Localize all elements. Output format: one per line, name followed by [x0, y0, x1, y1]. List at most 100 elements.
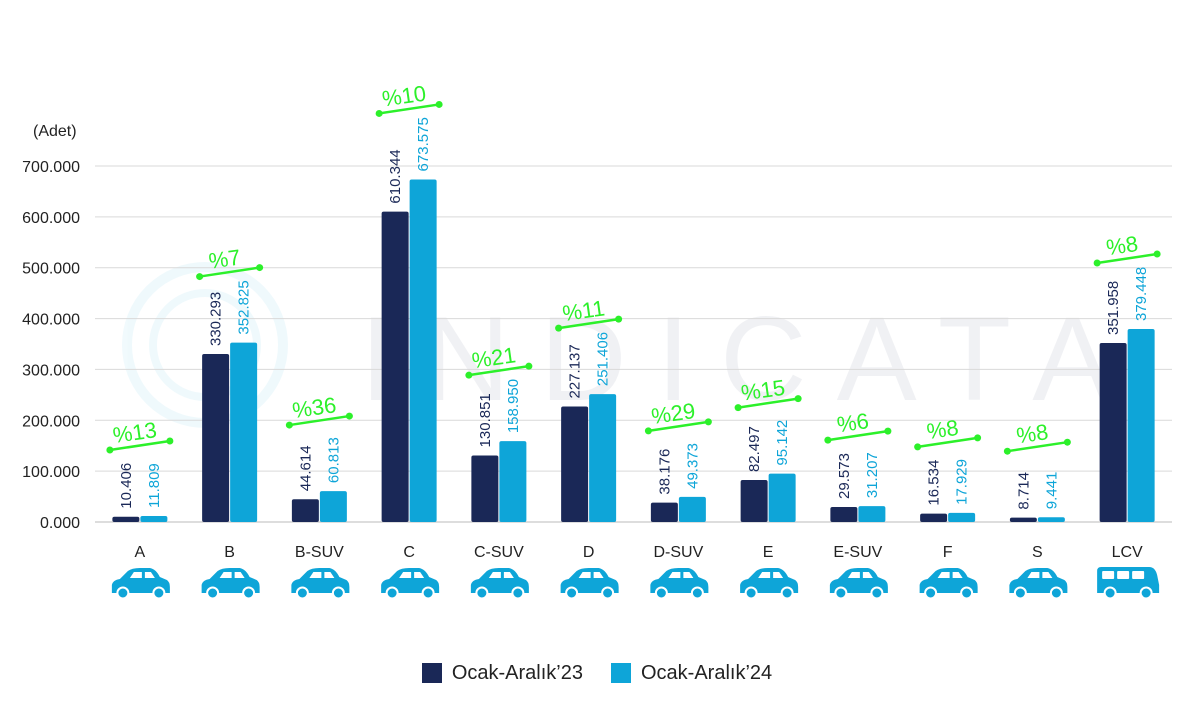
bar-2024-B-SUV [319, 491, 347, 522]
data-label: 158.950 [505, 379, 522, 433]
growth-label: %8 [1105, 231, 1140, 260]
growth-dot [734, 404, 742, 412]
growth-dot [644, 427, 652, 435]
growth-label: %36 [291, 392, 338, 423]
growth-line [1007, 440, 1068, 453]
car-icon [650, 568, 709, 600]
growth-dot [465, 371, 473, 379]
bar-2023-S [1009, 517, 1037, 522]
data-label: 38.176 [656, 449, 673, 495]
bar-2024-S [1037, 517, 1065, 522]
van-icon [1097, 567, 1160, 600]
category-label: B-SUV [295, 544, 344, 561]
growth-label: %29 [650, 398, 697, 429]
bar-chart: INDICATA (Adet) 0.000 100.000 200.000 300.0… [22, 81, 1172, 600]
bar-2023-B-SUV [291, 499, 319, 522]
data-label: 227.137 [567, 344, 584, 398]
growth-line [648, 420, 709, 433]
car-icon [919, 568, 978, 600]
growth-line [558, 317, 619, 330]
growth-label: %10 [381, 81, 428, 112]
data-label: 352.825 [236, 280, 253, 334]
growth-line [827, 429, 889, 442]
bar-2023-E [740, 480, 768, 522]
y-tick-label: 0.000 [40, 515, 80, 532]
growth-line [917, 436, 978, 449]
bar-2024-C-SUV [499, 441, 527, 522]
data-label: 10.406 [118, 463, 135, 509]
car-icon [201, 568, 260, 600]
bar-2023-LCV [1099, 343, 1127, 522]
bar-2024-E-SUV [858, 506, 886, 522]
bar-2023-C-SUV [471, 455, 499, 522]
data-label: 29.573 [836, 453, 853, 499]
growth-dot [974, 434, 982, 442]
data-label: 8.714 [1015, 472, 1032, 510]
bar-2023-C [381, 211, 409, 522]
legend-label-2023: Ocak-Aralık’23 [451, 661, 583, 684]
growth-dot [106, 446, 114, 454]
category-label: F [943, 544, 953, 561]
category-label: E [763, 544, 774, 561]
growth-line [468, 364, 530, 377]
legend: Ocak-Aralık’23 Ocak-Aralık’24 [0, 658, 1194, 688]
category-label: S [1032, 544, 1043, 561]
growth-dot [525, 362, 533, 370]
growth-line [289, 414, 350, 427]
growth-dot [375, 109, 383, 117]
growth-line [199, 266, 260, 278]
y-tick-label: 100.000 [22, 464, 80, 481]
growth-label: %11 [561, 295, 606, 326]
bar-2023-A [112, 516, 140, 522]
category-label: D-SUV [653, 544, 703, 561]
growth-dot [615, 315, 623, 323]
bar-2023-E-SUV [830, 506, 858, 522]
data-label: 610.344 [387, 149, 404, 203]
category-label: D [583, 544, 595, 561]
growth-label: %8 [925, 415, 960, 444]
data-label: 60.813 [325, 437, 342, 483]
growth-label: %7 [207, 245, 242, 274]
bar-2024-A [140, 515, 168, 522]
data-label: 16.534 [926, 460, 943, 506]
data-label: 44.614 [297, 445, 314, 491]
watermark-logo: INDICATA [122, 262, 1142, 428]
category-label: C [403, 544, 415, 561]
growth-label: %21 [470, 342, 517, 373]
legend-swatch-2024 [611, 663, 631, 683]
car-icon [1009, 568, 1068, 600]
bar-2024-F [948, 512, 976, 522]
growth-dot [794, 395, 802, 403]
svg-text:INDICATA: INDICATA [360, 292, 1142, 426]
category-label: B [224, 544, 235, 561]
data-label: 351.958 [1105, 281, 1122, 335]
growth-label: %15 [740, 375, 787, 406]
growth-dot [345, 412, 353, 420]
data-label: 130.851 [477, 393, 494, 447]
data-label: 17.929 [954, 459, 971, 505]
category-label: C-SUV [474, 544, 524, 561]
growth-dot [166, 437, 174, 445]
growth-dot [435, 100, 443, 108]
car-icon [291, 568, 350, 600]
bar-2024-LCV [1127, 329, 1155, 522]
growth-dot [555, 324, 563, 332]
data-label: 82.497 [746, 426, 763, 472]
y-tick-label: 400.000 [22, 312, 80, 329]
bar-2023-F [920, 513, 948, 522]
car-icon [829, 568, 888, 600]
growth-line [737, 397, 799, 409]
growth-dot [884, 427, 892, 435]
car-icon [381, 568, 440, 600]
bar-2024-B [230, 342, 258, 522]
data-label: 31.207 [864, 452, 881, 498]
growth-dot [256, 264, 264, 272]
category-label: LCV [1112, 544, 1143, 561]
data-label: 11.809 [146, 463, 163, 508]
growth-dot [1003, 447, 1011, 455]
car-icon [111, 568, 170, 600]
bar-2023-B [202, 354, 230, 522]
car-icon [470, 568, 529, 600]
growth-dot [914, 443, 922, 451]
growth-line [109, 439, 171, 452]
